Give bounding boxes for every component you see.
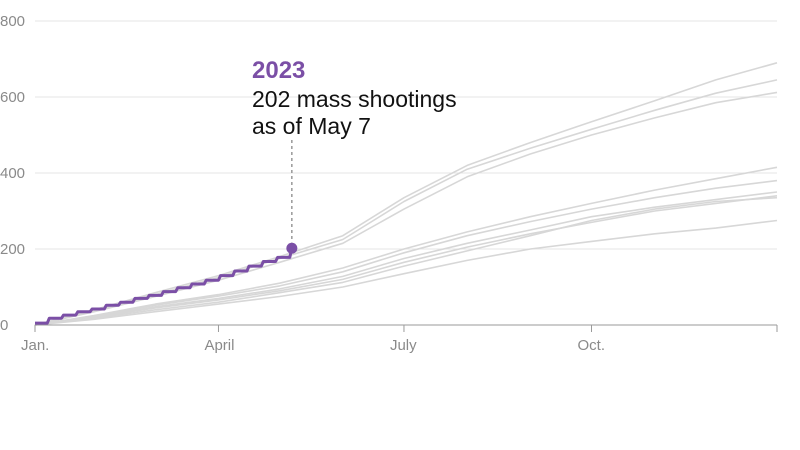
annotation-text-line-2: as of May 7 [252, 113, 371, 139]
annotation-year: 2023 [252, 57, 305, 84]
annotation-text-line-1: 202 mass shootings [252, 86, 457, 112]
past-year-line [34, 191, 778, 326]
current-year-line [35, 247, 294, 325]
annotation-point [286, 242, 298, 254]
series-2023-line [35, 247, 294, 325]
past-year-line [34, 166, 778, 326]
y-tick-label: 0 [0, 317, 8, 334]
y-tick-label: 200 [0, 241, 25, 258]
y-tick-label: 400 [0, 165, 25, 182]
past-year-line [34, 91, 778, 326]
x-tick-label: April [204, 337, 234, 354]
past-year-line [34, 79, 778, 326]
past-year-line [34, 195, 778, 326]
past-year-line [34, 196, 778, 326]
past-year-line [34, 62, 778, 326]
y-tick-label: 600 [0, 89, 25, 106]
past-year-line [34, 179, 778, 326]
gridlines: 0 200 400 600 800 [0, 13, 777, 334]
x-tick-label: July [390, 337, 417, 354]
x-axis: Jan. April July Oct. [21, 324, 778, 354]
x-tick-label: Oct. [578, 337, 606, 354]
annotation: 2023 202 mass shootings as of May 7 [252, 57, 457, 254]
x-tick-label: Jan. [21, 337, 49, 354]
y-tick-label: 800 [0, 13, 25, 30]
past-year-line [34, 219, 778, 326]
